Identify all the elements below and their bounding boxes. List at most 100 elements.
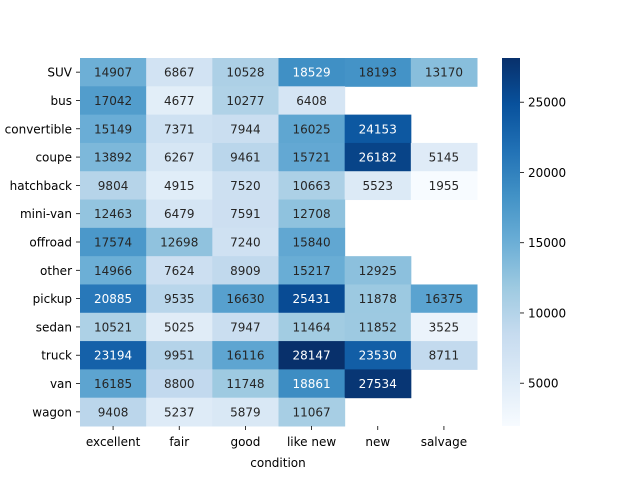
cell-value-label: 11067 — [292, 405, 330, 419]
heatmap-cell — [278, 341, 346, 370]
heatmap-cell — [80, 142, 147, 172]
heatmap-cell — [410, 341, 478, 370]
heatmap-cell — [80, 312, 147, 342]
cell-value-label: 10521 — [94, 320, 132, 334]
y-axis: SUV bus convertible coupe hatchback mini-van o… — [5, 66, 80, 419]
heatmap-cell — [80, 227, 147, 257]
cell-value-label: 13892 — [94, 151, 132, 165]
heatmap-cell — [80, 114, 147, 144]
cell-value-label: 12925 — [359, 264, 397, 278]
y-tick-label: convertible — [5, 122, 72, 136]
heatmap-cell — [278, 397, 346, 427]
cell-value-label: 7591 — [230, 207, 261, 221]
heatmap-cell — [80, 369, 147, 399]
cell-annotations: 14907 6867 10528 18529 18193 13170 17042 4677 10… — [94, 66, 463, 420]
heatmap-cell — [80, 199, 147, 229]
heatmap-cell — [212, 199, 279, 229]
cell-value-label: 20885 — [94, 292, 132, 306]
cell-value-label: 11748 — [226, 377, 264, 391]
heatmap-cell — [212, 114, 279, 144]
x-tick-label: salvage — [421, 435, 467, 449]
heatmap-cell — [344, 114, 412, 144]
cell-value-label: 15721 — [292, 151, 330, 165]
heatmap-cell — [344, 58, 412, 87]
heatmap-cell — [146, 227, 213, 257]
cell-value-label: 5145 — [429, 151, 460, 165]
heatmap-cell — [278, 256, 346, 285]
cell-value-label: 8711 — [429, 349, 460, 363]
heatmap-cell — [278, 171, 346, 201]
cell-value-label: 9535 — [164, 292, 195, 306]
heatmap-cell — [410, 142, 478, 172]
cell-value-label: 23530 — [359, 349, 397, 363]
y-tick-label: wagon — [32, 405, 72, 419]
heatmap-cell — [278, 284, 346, 314]
y-tick-label: bus — [51, 94, 72, 108]
heatmap-cell — [80, 284, 147, 314]
cell-value-label: 11878 — [359, 292, 397, 306]
cell-value-label: 10528 — [226, 66, 264, 80]
y-tick-label: hatchback — [10, 179, 72, 193]
heatmap-cell — [344, 284, 412, 314]
heatmap-cell — [212, 142, 279, 172]
heatmap-cell — [146, 86, 213, 116]
colorbar-tick-label: 5000 — [528, 377, 559, 391]
cell-value-label: 14966 — [94, 264, 132, 278]
cell-value-label: 4677 — [164, 94, 195, 108]
cell-value-label: 7371 — [164, 122, 195, 136]
heatmap-cell — [212, 312, 279, 342]
heatmap-cell — [146, 284, 213, 314]
heatmap-cell — [146, 171, 213, 201]
cell-value-label: 17042 — [94, 94, 132, 108]
cell-value-label: 15217 — [292, 264, 330, 278]
y-tick-label: coupe — [35, 151, 72, 165]
cell-value-label: 10277 — [226, 94, 264, 108]
heatmap-cell — [212, 256, 279, 285]
colorbar-tick-label: 20000 — [528, 166, 566, 180]
x-tick-label: excellent — [86, 435, 141, 449]
cell-value-label: 17574 — [94, 236, 132, 250]
heatmap-cell — [80, 58, 147, 87]
cell-value-label: 6408 — [296, 94, 327, 108]
cell-value-label: 26182 — [359, 151, 397, 165]
cell-value-label: 1955 — [429, 179, 460, 193]
y-tick-label: truck — [41, 349, 72, 363]
x-tick-label: new — [365, 435, 390, 449]
heatmap-cell — [278, 58, 346, 87]
cell-value-label: 6867 — [164, 66, 195, 80]
heatmap-cell — [212, 58, 279, 87]
cell-value-label: 7944 — [230, 122, 261, 136]
heatmap-cell — [344, 341, 412, 370]
heatmap-cell — [410, 284, 478, 314]
cell-value-label: 16630 — [226, 292, 264, 306]
heatmap-cell — [212, 397, 279, 427]
cell-value-label: 18861 — [292, 377, 330, 391]
heatmap-cell — [278, 312, 346, 342]
cell-value-label: 15840 — [292, 236, 330, 250]
cell-value-label: 7947 — [230, 320, 261, 334]
cell-value-label: 7624 — [164, 264, 195, 278]
heatmap-cells — [80, 58, 478, 427]
heatmap-cell — [344, 142, 412, 172]
cell-value-label: 12698 — [160, 236, 198, 250]
cell-value-label: 14907 — [94, 66, 132, 80]
heatmap-cell — [80, 341, 147, 370]
x-axis: excellent fair good like new new salvage — [86, 426, 467, 449]
heatmap-cell — [278, 142, 346, 172]
y-tick-label: van — [50, 377, 72, 391]
heatmap-cell — [410, 171, 478, 201]
colorbar-tick-label: 25000 — [528, 96, 566, 110]
heatmap-cell — [212, 86, 279, 116]
heatmap-cell — [146, 199, 213, 229]
x-tick-label: like new — [287, 435, 336, 449]
cell-value-label: 11464 — [292, 320, 330, 334]
cell-value-label: 5523 — [362, 179, 393, 193]
heatmap-cell — [212, 227, 279, 257]
cell-value-label: 25431 — [292, 292, 330, 306]
heatmap-cell — [278, 199, 346, 229]
heatmap-cell — [278, 114, 346, 144]
heatmap-cell — [146, 114, 213, 144]
heatmap-cell — [146, 142, 213, 172]
heatmap-cell — [80, 86, 147, 116]
